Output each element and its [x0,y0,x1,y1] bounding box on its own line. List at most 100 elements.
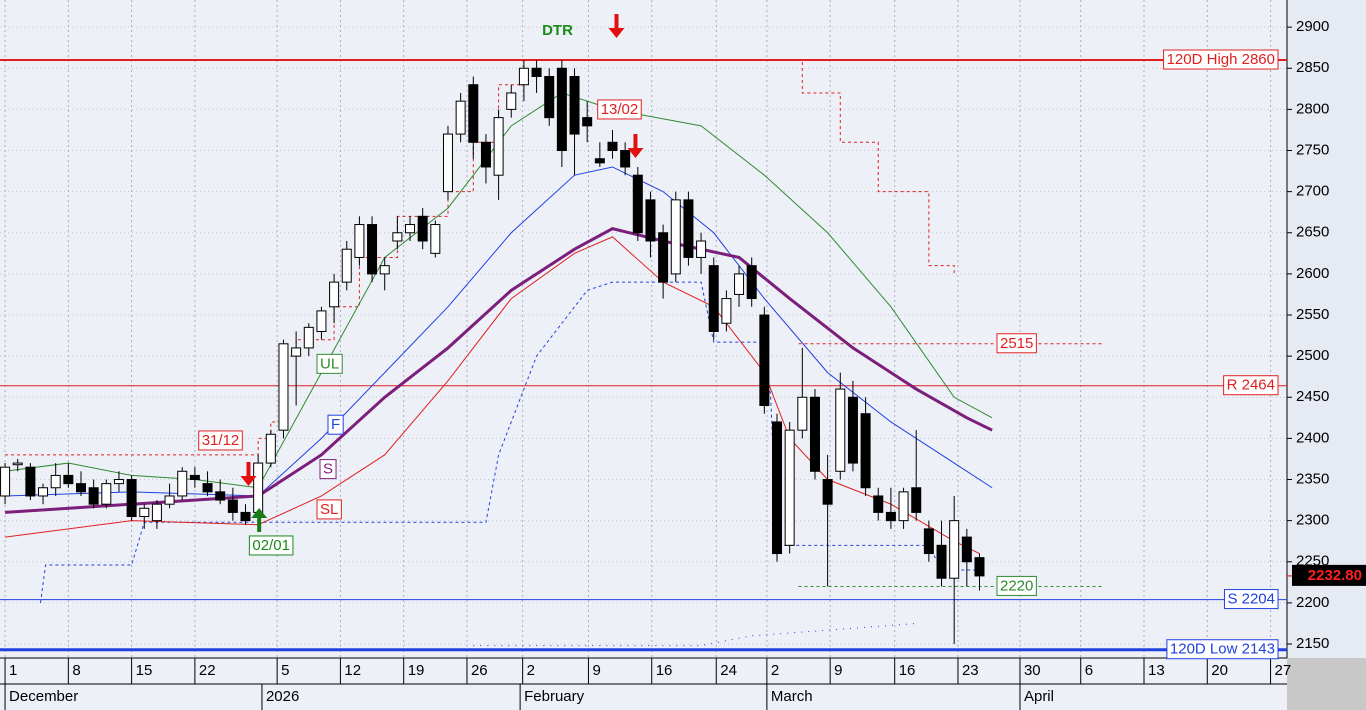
candle-body [303,326,314,349]
candle-body [620,150,631,168]
candle-body [721,298,732,324]
candle-body [696,240,707,258]
signal-label: 02/01 [252,537,290,554]
marks [0,59,1287,652]
y-tick-label: 2300 [1296,512,1329,529]
y-tick-label: 2850 [1296,59,1329,76]
candle-body [809,396,820,472]
indicator-line [4,227,993,514]
indicator-label-box [316,499,342,520]
candle-body [911,487,922,513]
candle-body [885,511,896,522]
y-tick-label: 2350 [1296,470,1329,487]
candle-body [531,67,542,77]
target-label: 2515 [1000,335,1033,352]
candle-body [873,495,884,513]
x-tick-label: 16 [899,662,916,679]
candle-body [75,483,86,493]
candle-body [480,141,491,168]
candle-body [442,133,453,193]
x-tick-label: 26 [471,662,488,679]
candle-body [835,388,846,472]
candle-body [430,224,441,254]
candle-body [569,75,580,135]
candle-body [582,117,593,127]
candle-body [961,536,972,563]
candle-body [860,413,871,489]
indicator-label-box [319,459,337,480]
candle-body [227,499,238,513]
candle-body [50,474,61,489]
candle-body [544,75,555,119]
y-tick-label: 2150 [1296,635,1329,652]
x-tick-label: 15 [136,662,153,679]
x-tick-label: 20 [1211,662,1228,679]
month-label: April [1024,688,1054,705]
candle-body [797,396,808,431]
signal-label: DTR [542,22,573,39]
candle-body [215,491,226,501]
candle-body [772,421,783,555]
candle-body [101,483,112,505]
candle-body [455,100,466,135]
signal-label-box [198,430,243,451]
last-price-box [1292,564,1366,586]
candle-body [518,67,529,86]
month-label: December [9,688,78,705]
candle-body [88,487,99,505]
candle-body [177,470,188,497]
indicator-label-box [316,353,343,374]
candle-body [759,314,770,406]
signal-label-box [248,535,294,556]
candle-body [341,248,352,283]
target-label-box [996,575,1037,596]
candle-body [645,199,656,242]
candle-body [291,347,302,357]
candle-body [189,474,200,481]
candle-body [278,343,289,431]
candle-body [25,466,36,497]
candle-body [379,265,390,275]
x-tick-label: 8 [72,662,80,679]
plot-background [0,0,1287,658]
candle-body [417,215,428,242]
candle-body [354,224,365,258]
level-label: S 2204 [1227,591,1275,608]
month-label: March [771,688,813,705]
candle-body [405,224,416,234]
candle-body [493,117,504,176]
candle-body [822,479,833,505]
indicator-label: UL [320,355,339,372]
x-tick-label: 24 [720,662,737,679]
x-tick-label: 6 [1085,662,1093,679]
indicator-label: F [331,416,340,433]
candle-body [556,67,567,152]
x-tick-label: 23 [962,662,979,679]
y-tick-label: 2550 [1296,306,1329,323]
y-tick-label: 2600 [1296,265,1329,282]
signal-arrow [240,462,257,486]
level-label: R 2464 [1227,377,1275,394]
x-tick-label: 12 [344,662,361,679]
x-tick-label: 22 [199,662,216,679]
y-tick-label: 2750 [1296,141,1329,158]
y-tick-label: 2650 [1296,224,1329,241]
signal-arrow [627,134,644,158]
trailing-stop-lower [40,281,980,603]
candle-body [38,487,49,497]
candle-body [746,265,757,300]
candle-body [898,491,909,522]
x-tick-label: 5 [281,662,289,679]
candle-body [734,273,745,295]
y-tick-label: 2450 [1296,388,1329,405]
candle-body [949,520,960,579]
signal-arrow [251,508,268,532]
candle-body [253,462,264,513]
candle-body [164,495,175,505]
x-tick-label: 13 [1148,662,1165,679]
candle-body [392,232,403,242]
candle-body [784,429,795,546]
indicator-line [5,166,993,497]
indicator-label: S [323,461,333,478]
y-tick-label: 2700 [1296,183,1329,200]
